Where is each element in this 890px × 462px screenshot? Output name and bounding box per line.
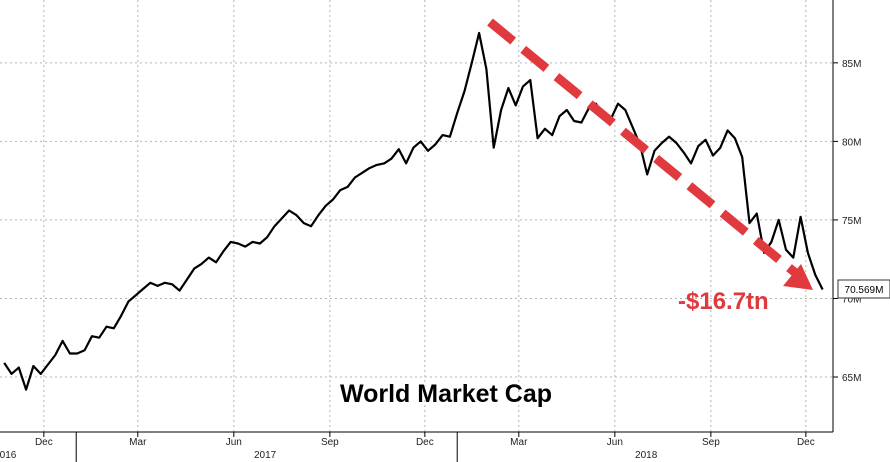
chart-title: World Market Cap xyxy=(340,380,552,408)
y-tick-label: 80M xyxy=(842,137,861,148)
x-tick-label: Jun xyxy=(226,437,242,448)
x-tick-label: Dec xyxy=(35,437,53,448)
decline-annotation: -$16.7tn xyxy=(678,288,769,315)
year-label: 2018 xyxy=(635,450,658,461)
y-tick-label: 70M xyxy=(842,294,861,305)
x-tick-label: Mar xyxy=(510,437,528,448)
x-axis-year-labels: 2016 2017 2018 xyxy=(0,432,658,462)
y-tick-label: 85M xyxy=(842,59,861,70)
last-value-badge: 70.569M xyxy=(837,279,890,299)
year-label: 2016 xyxy=(0,450,17,461)
x-tick-label: Mar xyxy=(129,437,147,448)
x-tick-label: Jun xyxy=(607,437,623,448)
x-tick-label: Dec xyxy=(416,437,434,448)
x-tick-label: Sep xyxy=(321,437,339,448)
vertical-gridlines xyxy=(43,0,807,432)
horizontal-gridlines xyxy=(0,62,833,378)
x-axis-ticks: Dec Mar Jun Sep Dec Mar Jun Sep Dec xyxy=(35,432,815,448)
downtrend-arrow-shaft xyxy=(487,18,801,279)
y-axis-ticks: 65M 70M 75M 80M 85M xyxy=(833,59,861,384)
series-line-world-market-cap xyxy=(3,31,824,391)
y-tick-label: 75M xyxy=(842,216,861,227)
downtrend-arrow-head xyxy=(783,264,813,290)
x-tick-label: Dec xyxy=(797,437,815,448)
downtrend-arrow xyxy=(487,18,813,290)
y-tick-label: 65M xyxy=(842,373,861,384)
year-label: 2017 xyxy=(254,450,277,461)
last-value-label: 70.569M xyxy=(845,285,884,296)
x-tick-label: Sep xyxy=(702,437,720,448)
last-value-badge-background xyxy=(837,279,890,299)
